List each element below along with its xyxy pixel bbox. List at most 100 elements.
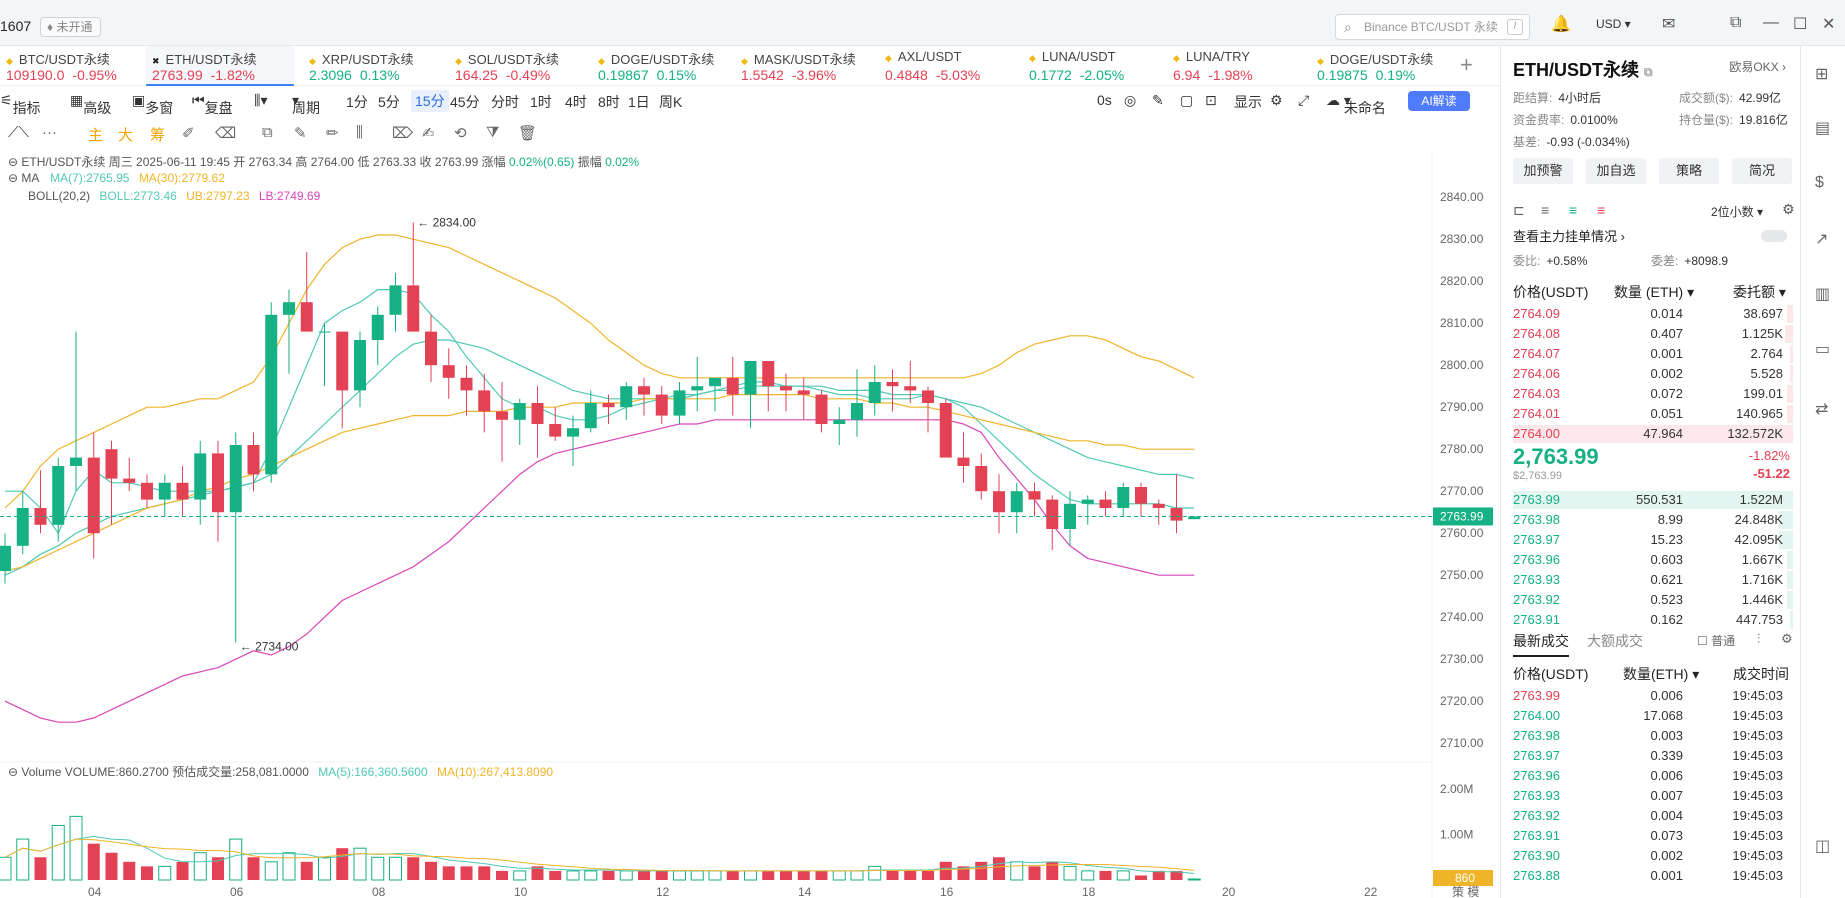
list-item[interactable]: 2763.93 0.621 1.716K (1513, 570, 1793, 590)
bell-icon[interactable]: 🔔 (1551, 16, 1571, 33)
status-badge[interactable]: ♦ 未开通 (40, 17, 102, 37)
interval-4[interactable]: 45分 (450, 94, 480, 110)
list-item[interactable]: 2763.90 0.002 19:45:03 (1513, 848, 1783, 863)
draw-edit-icon[interactable]: ✐ (182, 125, 195, 142)
ob-bids-icon[interactable]: ≡ (1541, 202, 1550, 218)
normal-checkbox[interactable]: ☐ 普通 (1697, 634, 1736, 648)
grid-icon[interactable]: ⊞ (1815, 66, 1829, 83)
search-input[interactable]: ⌕ Binance BTC/USDT 永续 / (1335, 14, 1530, 40)
list-item[interactable]: 2764.01 0.051 140.965 (1513, 404, 1793, 424)
list-item[interactable]: 2763.88 0.001 19:45:03 (1513, 868, 1783, 883)
list-item[interactable]: 2763.92 0.523 1.446K (1513, 590, 1793, 610)
ob-header-qty[interactable]: 数量 (ETH) ▾ (1614, 284, 1695, 300)
list-item[interactable]: 2764.09 0.014 38.697 (1513, 304, 1793, 324)
list-item[interactable]: 2763.91 0.073 19:45:03 (1513, 828, 1783, 843)
advanced-button[interactable]: ▦ 高级 (70, 92, 112, 116)
ticker-tab[interactable]: ◆ DOGE/USDT永续 0.19867 0.15% (592, 46, 717, 86)
list-item[interactable]: 2763.96 0.603 1.667K (1513, 550, 1793, 570)
layout-icon[interactable]: ⧉ (1730, 14, 1742, 31)
list-item[interactable]: 2763.92 0.004 19:45:03 (1513, 808, 1783, 823)
layout-small-icon[interactable]: ⊡ (1205, 92, 1217, 108)
decimals-select[interactable]: 2位小数 ▾ (1711, 205, 1764, 219)
ob-red-icon[interactable]: ≡ (1597, 202, 1606, 218)
ticker-tab[interactable]: ◆ AXL/USDT 0.4848 -5.03% (879, 46, 989, 86)
brush-icon[interactable]: ✎ (294, 125, 307, 142)
indicator-button[interactable]: ⚟ 指标 (0, 92, 41, 116)
collapse-icon[interactable]: ⊖ (8, 155, 22, 169)
camera-icon[interactable]: ◎ (1124, 92, 1137, 108)
list-item[interactable]: 2764.06 0.002 5.528 (1513, 364, 1793, 384)
delete-tag-icon[interactable]: ⌦ (392, 125, 414, 142)
ticker-tab[interactable]: ◆ SOL/USDT永续 164.25 -0.49% (449, 46, 574, 86)
tab-main[interactable]: 主 (88, 127, 104, 144)
document-icon[interactable]: ▤ (1815, 120, 1831, 137)
trend-tool-icon[interactable]: ⟋⟍ (8, 124, 30, 141)
main-orders-link[interactable]: 查看主力挂单情况 › (1513, 229, 1625, 244)
price-chart[interactable]: 2840.00 2830.00 2820.00 2810.00 2800.00 2790.… (0, 150, 1500, 898)
note-icon[interactable]: ✍ (422, 125, 435, 142)
candle-type-button[interactable]: ⫼▾ (254, 92, 268, 108)
bars-icon[interactable]: ⫼ (356, 124, 363, 141)
ticker-tab[interactable]: ◆ LUNA/USDT 0.1772 -2.05% (1023, 46, 1133, 86)
dollar-icon[interactable]: $ (1815, 174, 1824, 191)
main-orders-toggle[interactable] (1761, 230, 1787, 242)
ticker-tab[interactable]: ◆ BTC/USDT永续 109190.0 -0.95% (0, 46, 122, 86)
list-item[interactable]: 2763.91 0.162 447.753 (1513, 610, 1793, 630)
ai-analysis-button[interactable]: AI解读 (1408, 91, 1470, 111)
exchange-icon[interactable]: ⇄ (1815, 401, 1829, 418)
interval-2[interactable]: 5分 (378, 94, 400, 110)
interval-10[interactable]: 周K (659, 94, 683, 110)
pen-icon[interactable]: ✎ (1152, 92, 1164, 108)
add-tab-icon[interactable]: + (1460, 52, 1473, 77)
ob-asks-icon[interactable]: ≡ (1569, 202, 1578, 218)
interval-9[interactable]: 1日 (628, 94, 650, 110)
etf-icon[interactable]: ▭ (1815, 341, 1831, 358)
list-icon[interactable]: ⫶ (1757, 631, 1761, 646)
list-item[interactable]: 2763.93 0.007 19:45:03 (1513, 788, 1783, 803)
panel-layout-icon[interactable]: ◫ (1815, 838, 1831, 855)
list-item[interactable]: 2764.03 0.072 199.01 (1513, 384, 1793, 404)
copy-icon[interactable]: ⧉ (262, 124, 273, 141)
more-icon[interactable]: ··· (42, 124, 57, 141)
list-item[interactable]: 2763.98 0.003 19:45:03 (1513, 728, 1783, 743)
list-item[interactable]: 2763.98 8.99 24.848K (1513, 510, 1793, 530)
minimize-icon[interactable]: — (1763, 14, 1779, 31)
interval-5[interactable]: 分时 (491, 94, 519, 110)
alert-button[interactable]: 加预警 (1513, 158, 1573, 184)
lasso-icon[interactable]: ⟲ (454, 125, 467, 142)
interval-3[interactable]: 15分 (411, 90, 449, 112)
ticker-tab[interactable]: ◆ MASK/USDT永续 1.5542 -3.96% (735, 46, 860, 86)
settings-icon[interactable]: ⚙ (1270, 92, 1283, 108)
maximize-icon[interactable]: ☐ (1793, 16, 1808, 33)
fullscreen-icon[interactable]: ⤢ (1298, 92, 1310, 108)
collapse-icon[interactable]: ⊖ (8, 765, 22, 779)
list-item[interactable]: 2764.00 17.068 19:45:03 (1513, 708, 1783, 723)
eraser-icon[interactable]: ⌫ (215, 125, 237, 142)
list-item[interactable]: 2763.96 0.006 19:45:03 (1513, 768, 1783, 783)
ticker-tab[interactable]: ◆ LUNA/TRY 6.94 -1.98% (1167, 46, 1267, 86)
display-button[interactable]: 显示 (1234, 94, 1262, 110)
bar-chart-icon[interactable]: ▥ (1815, 286, 1831, 303)
list-item[interactable]: 2763.97 15.23 42.095K (1513, 530, 1793, 550)
currency-select[interactable]: USD ▾ (1596, 17, 1631, 31)
ticker-tab[interactable]: ◆ DOGE/USDT永续 0.19875 0.19% (1311, 46, 1436, 86)
ob-header-amount[interactable]: 委托额 ▾ (1733, 284, 1786, 300)
active-close-icon[interactable]: ✖ (152, 56, 160, 66)
period-button[interactable]: 周期 ▾ (292, 92, 320, 116)
chat-icon[interactable]: ▢ (1180, 92, 1194, 108)
close-icon[interactable]: ✕ (1822, 16, 1836, 33)
ob-settings-icon[interactable]: ⚙ (1782, 201, 1795, 217)
ob-both-icon[interactable]: ⊏ (1513, 202, 1525, 218)
exchange-select[interactable]: 欧易OKX › (1729, 60, 1786, 74)
mail-icon[interactable]: ✉ (1662, 16, 1676, 33)
tab-large-trades[interactable]: 大额成交 (1587, 633, 1643, 649)
tab-chips[interactable]: 筹 (150, 127, 166, 144)
strategy-button[interactable]: 策略 (1659, 158, 1719, 184)
marker-icon[interactable]: ✏ (326, 125, 339, 142)
ticker-tab[interactable]: ◆ XRP/USDT永续 2.3096 0.13% (303, 46, 428, 86)
list-item[interactable]: 2764.07 0.001 2.764 (1513, 344, 1793, 364)
multi-window-button[interactable]: ▣ 多窗 (132, 92, 174, 116)
trade-settings-icon[interactable]: ⚙ (1781, 631, 1793, 646)
interval-8[interactable]: 8时 (598, 94, 620, 110)
list-item[interactable]: 2763.99 0.006 19:45:03 (1513, 688, 1783, 703)
